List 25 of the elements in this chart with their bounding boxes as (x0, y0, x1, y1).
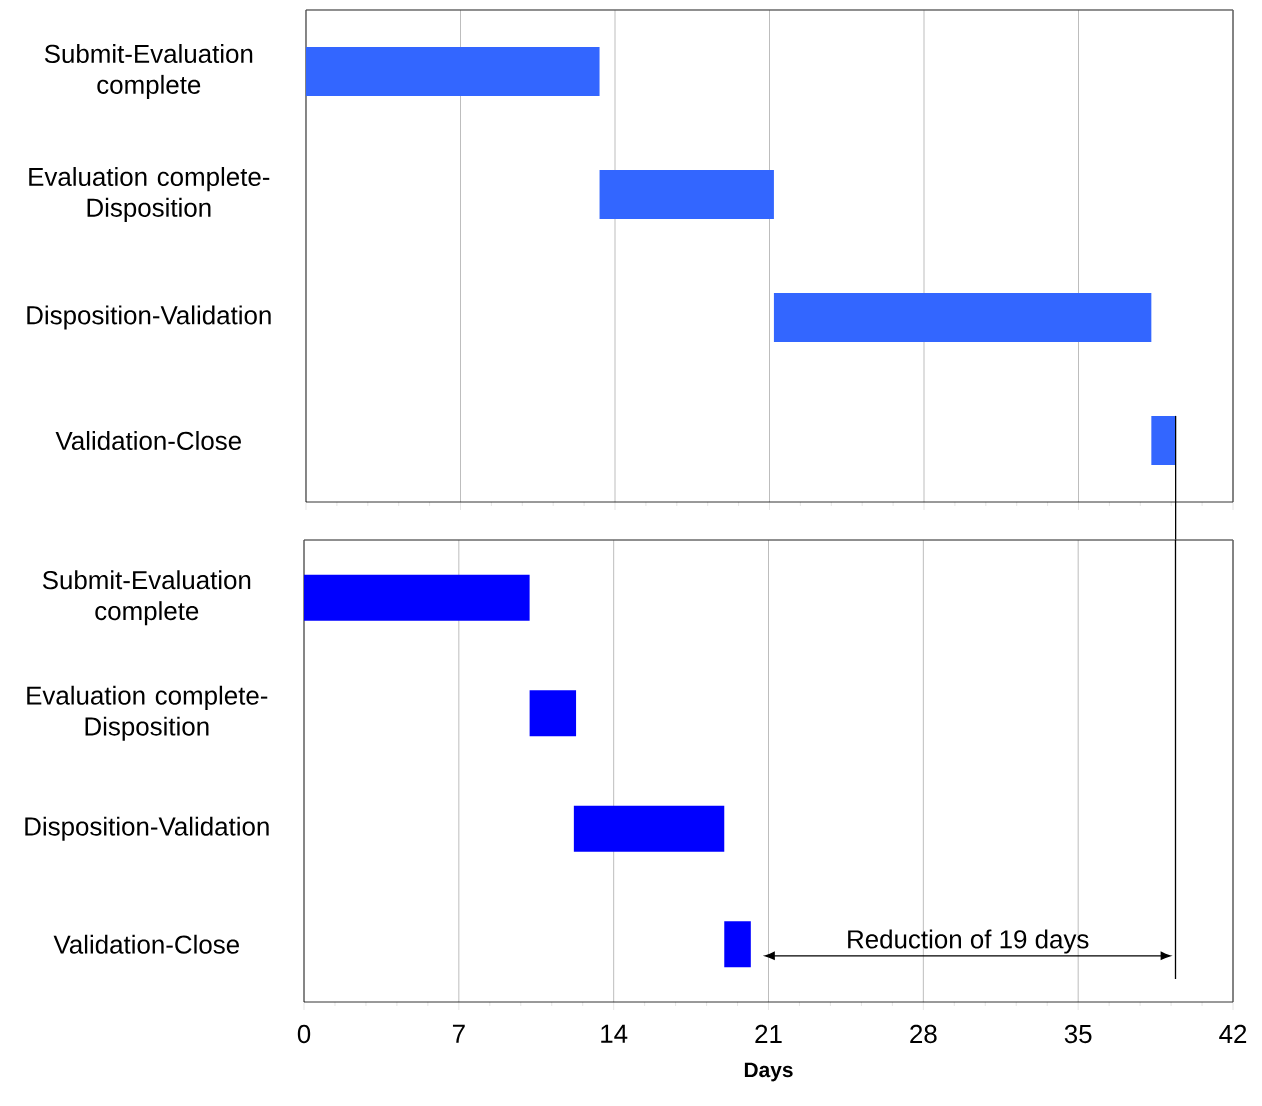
x-tick-label: 42 (1219, 1024, 1247, 1043)
y-tick-label: Submit-Evaluation complete (42, 570, 251, 626)
x-tick-label: 0 (297, 1024, 311, 1044)
bar (304, 574, 530, 621)
bar (573, 805, 725, 852)
x-tick-label: 7 (452, 1024, 465, 1043)
y-tick-label: Validation-Close (53, 934, 239, 954)
bar (529, 690, 577, 737)
y-tick-label: Disposition-Validation (25, 816, 269, 841)
x-tick-label: 28 (910, 1024, 937, 1044)
annotation: Reduction of 19 days (848, 929, 1089, 954)
bar (724, 921, 751, 968)
bar (773, 292, 1152, 343)
x-axis-title: Days (744, 1062, 793, 1082)
x-tick-label: 14 (601, 1024, 628, 1043)
bar (1151, 415, 1176, 466)
bar (306, 46, 600, 97)
y-tick-label: Disposition-Validation (27, 305, 271, 330)
y-tick-label: Validation-Close (55, 430, 241, 451)
y-tick-label: Submit-Evaluation complete (44, 43, 253, 100)
y-tick-label: Evaluation complete-Disposition (29, 166, 270, 223)
x-tick-label: 35 (1064, 1024, 1092, 1044)
x-tick-label: 21 (755, 1024, 782, 1043)
y-tick-label: Evaluation complete-Disposition (27, 685, 268, 741)
bar (599, 169, 774, 220)
